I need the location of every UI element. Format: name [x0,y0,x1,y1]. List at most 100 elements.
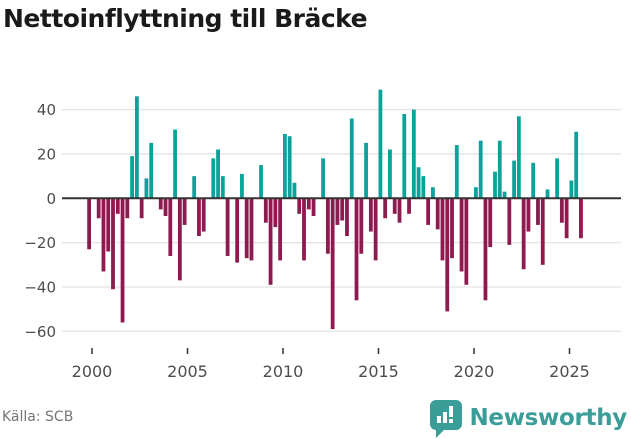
bar [235,198,240,263]
bar [163,198,168,217]
bar [292,182,297,199]
bar [287,136,292,199]
bar [421,176,426,199]
bar [435,198,440,230]
bar [297,198,302,214]
bar [545,189,550,199]
bar [263,198,268,223]
bar [526,198,531,232]
bar [516,116,521,199]
bar [87,198,92,250]
bar [411,109,416,199]
bar [283,133,287,199]
bar [378,89,383,199]
bar [106,198,111,252]
y-axis-label: −20 [24,234,56,252]
bar [493,171,497,199]
bar [345,198,349,236]
bar [158,198,163,210]
bar [240,173,244,199]
footer: Källa: SCB Newsworthy [0,398,631,439]
bar [273,198,278,228]
bar [373,198,378,261]
bar [392,198,397,214]
bar [368,198,373,232]
bar [125,198,130,219]
bar [168,198,173,256]
x-axis-label: 2010 [263,362,304,381]
bar [325,198,330,254]
bar [335,198,340,225]
bar [445,198,450,312]
newsworthy-logo-icon [430,400,463,438]
bar [474,187,478,199]
bar [388,149,392,199]
bar [101,198,106,272]
bar [531,162,536,199]
bar [569,180,574,199]
bar [488,198,493,248]
bar [278,198,283,261]
newsworthy-logo-text: Newsworthy [469,405,627,431]
bar [340,198,345,221]
y-axis-label: 20 [37,145,56,163]
bar [497,140,502,199]
bar [249,198,254,261]
bar [173,129,177,199]
bar [302,198,306,261]
bar [192,176,197,199]
bar [559,198,564,223]
y-axis-label: −60 [24,323,56,341]
bar [211,158,216,199]
migration-bar-chart: 40 20 0 −20 −40 −60 2000 2005 2010 2015 2020 2025 [24,89,621,381]
bar [512,160,516,199]
chart-title: Nettoinflyttning till Bräcke [3,4,368,33]
bar [478,140,483,199]
y-axis-label: 40 [37,101,56,119]
bar [306,198,311,210]
bar [464,198,469,285]
bar [440,198,445,261]
bar [139,198,144,219]
bar [349,118,354,199]
bar [483,198,488,301]
source-label: Källa: SCB [2,409,74,425]
bar [115,198,120,214]
bar [201,198,206,232]
bar [225,198,230,256]
bar [354,198,359,301]
bar [540,198,545,265]
bar [197,198,201,236]
bar [564,198,569,239]
bar [177,198,182,281]
bar [268,198,273,285]
bar [359,198,364,254]
bar [555,158,559,199]
x-axis-label: 2025 [549,362,590,381]
bar [450,198,454,259]
bar [407,198,411,214]
y-axis-label: −40 [24,279,56,297]
bar [426,198,431,225]
x-axis-label: 2000 [72,362,113,381]
newsworthy-logo[interactable]: Newsworthy [428,398,627,438]
bar [579,198,583,239]
bar [259,165,263,199]
x-axis-label: 2005 [167,362,208,381]
bar [536,198,540,225]
bar [144,178,149,199]
bar [220,176,225,199]
bar [311,198,316,217]
bar [96,198,101,219]
bar [454,145,459,199]
bar [182,198,187,225]
bar [502,191,507,199]
y-axis-label: 0 [46,190,56,208]
bar [216,149,220,199]
bar [134,96,139,199]
x-axis-label: 2015 [358,362,399,381]
x-axis-label: 2020 [454,362,495,381]
bar [120,198,125,323]
bar [149,142,154,199]
